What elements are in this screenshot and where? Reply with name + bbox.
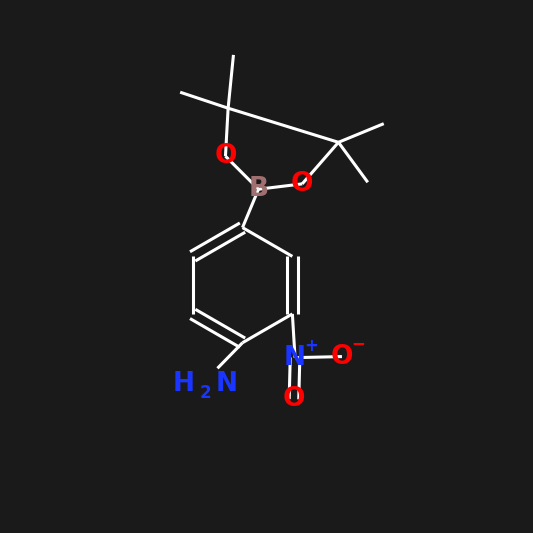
Text: N: N: [216, 372, 238, 397]
Text: B: B: [248, 176, 269, 202]
Text: H: H: [173, 372, 195, 397]
Text: N: N: [284, 345, 306, 370]
Text: O: O: [291, 171, 313, 197]
Text: −: −: [351, 334, 365, 352]
Text: O: O: [282, 386, 305, 412]
Text: O: O: [330, 344, 353, 369]
Text: O: O: [214, 143, 237, 169]
Text: +: +: [304, 337, 318, 355]
Text: 2: 2: [200, 384, 212, 402]
